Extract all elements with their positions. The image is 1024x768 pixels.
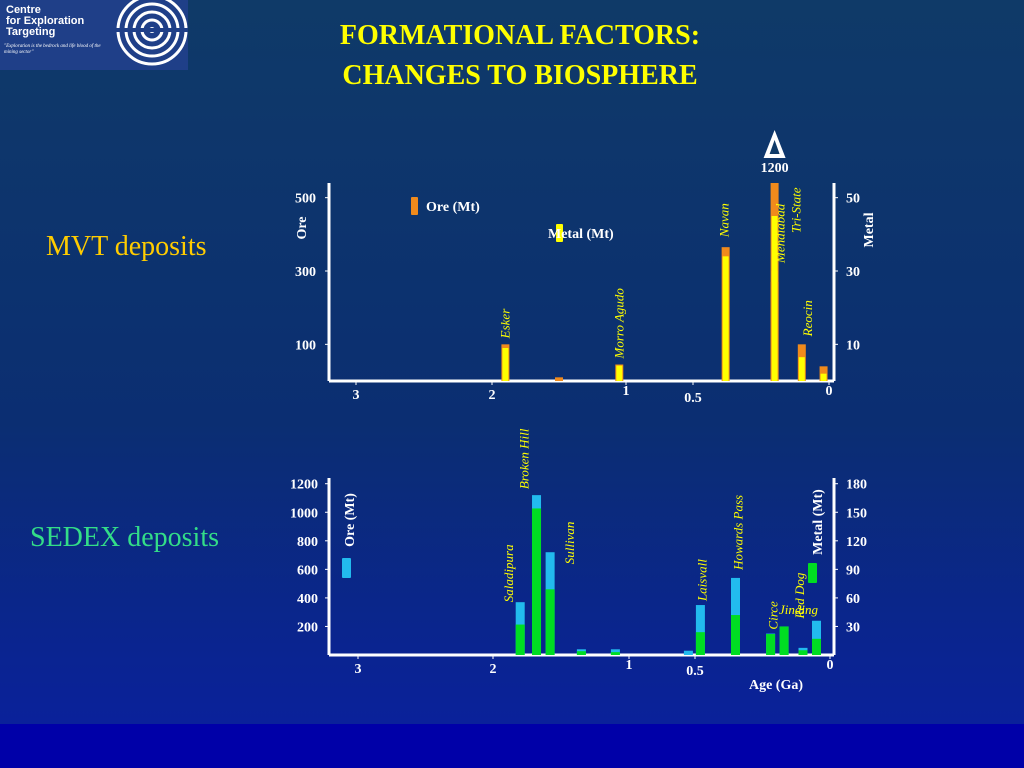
logo: Centre for Exploration Targeting "Explor…	[0, 0, 188, 70]
mvt-legend-swatch-metal	[556, 224, 563, 242]
sedex-deposit-label: Jinding	[779, 602, 818, 617]
sedex-metal-bar	[731, 615, 740, 655]
sedex-left-tick-label: 200	[297, 620, 318, 635]
mvt-right-axis-title: Metal	[862, 212, 877, 247]
mvt-ore-bar	[555, 377, 563, 381]
mvt-right-tick-label: 30	[846, 265, 860, 280]
sedex-legend-swatch-ore	[342, 558, 351, 578]
sedex-deposit-label: Broken Hill	[517, 428, 532, 489]
mvt-x-tick-label: 3	[353, 388, 360, 403]
mvt-x-tick-label: 0	[826, 384, 833, 399]
title-line-2: CHANGES TO BIOSPHERE	[342, 60, 698, 91]
mvt-metal-bar	[771, 271, 778, 381]
sedex-metal-bar	[532, 508, 542, 655]
mvt-legend-swatch-ore	[411, 197, 418, 215]
mvt-deposit-label: Esker	[497, 308, 512, 340]
sedex-left-tick-label: 1200	[290, 478, 318, 493]
sedex-right-axis-title: Metal (Mt)	[811, 489, 826, 555]
sedex-deposit-label: Sullivan	[562, 522, 577, 565]
mvt-x-tick-label: 1	[623, 384, 630, 399]
title-line-1: FORMATIONAL FACTORS:	[339, 20, 701, 51]
mvt-x-tick-label: 0.5	[684, 391, 702, 406]
sedex-metal-bar	[798, 650, 808, 655]
mvt-left-tick-label: 500	[295, 192, 316, 207]
mvt-deposit-label: Reocin	[800, 300, 815, 337]
sedex-x-tick-label: 2	[490, 662, 497, 677]
mvt-metal-bar	[616, 365, 623, 381]
logo-panel: Centre for Exploration Targeting "Explor…	[0, 0, 110, 70]
mvt-left-tick-label: 300	[295, 265, 316, 280]
sedex-deposit-label: Circe	[766, 601, 781, 630]
sedex-legend-swatch-metal	[808, 563, 817, 583]
sedex-deposit-label: Saladipura	[501, 544, 516, 602]
logo-name: Centre for Exploration Targeting	[6, 4, 85, 38]
mvt-deposit-label: Navan	[717, 203, 732, 238]
logo-tagline: "Exploration is the bedrock and life blo…	[4, 44, 101, 55]
sedex-right-tick-label: 30	[846, 620, 860, 635]
sedex-right-tick-label: 120	[846, 535, 867, 550]
mvt-legend-label-ore: Ore (Mt)	[426, 200, 480, 215]
mvt-deposits-label: MVT deposits	[46, 231, 207, 262]
sedex-deposit-label: Red Dog	[792, 572, 807, 619]
sedex-deposit-label: Howards Pass	[731, 495, 746, 571]
sedex-left-tick-label: 800	[297, 535, 318, 550]
sedex-x-tick-label: 3	[355, 662, 362, 677]
sedex-metal-bar	[545, 589, 555, 655]
sedex-x-axis-title: Age (Ga)	[749, 678, 803, 693]
mvt-metal-bar	[798, 357, 805, 381]
sedex-metal-bar	[779, 626, 789, 655]
logo-spiral-icon	[104, 0, 188, 70]
sedex-metal-bar	[812, 638, 821, 655]
sedex-deposits-label: SEDEX deposits	[30, 522, 219, 553]
sedex-right-tick-label: 60	[846, 592, 860, 607]
mvt-x-tick-label: 2	[489, 388, 496, 403]
mvt-deposit-label: Tri-State	[789, 187, 804, 233]
sedex-metal-bar	[610, 652, 620, 655]
sedex-right-tick-label: 90	[846, 563, 860, 578]
sedex-metal-bar	[766, 634, 776, 655]
mvt-right-tick-label: 50	[846, 192, 860, 207]
sedex-x-tick-label: 0	[827, 658, 834, 673]
mvt-metal-bar	[820, 373, 827, 381]
sedex-ore-bar	[683, 650, 693, 655]
mvt-legend-label-metal: Metal (Mt)	[548, 227, 614, 242]
bottom-band	[0, 724, 1024, 768]
mvt-metal-bar	[502, 348, 509, 381]
slide-title: FORMATIONAL FACTORS: CHANGES TO BIOSPHER…	[240, 16, 800, 96]
sedex-deposit-label: Laisvall	[694, 559, 709, 602]
mvt-deposit-label: Mehdiabad	[773, 203, 788, 264]
sedex-ore-bar	[695, 605, 705, 655]
sedex-x-tick-label: 1	[626, 658, 633, 673]
sedex-left-tick-label: 400	[297, 592, 318, 607]
sedex-left-tick-label: 600	[297, 563, 318, 578]
sedex-metal-bar	[576, 651, 586, 655]
break-arrow-inner	[769, 140, 780, 154]
sedex-metal-bar	[515, 624, 525, 655]
mvt-left-tick-label: 100	[295, 338, 316, 353]
sedex-metal-bar	[695, 632, 705, 655]
mvt-left-axis-title: Ore	[295, 216, 310, 239]
sedex-right-tick-label: 150	[846, 506, 867, 521]
mvt-metal-bar	[722, 256, 729, 381]
sedex-left-tick-label: 1000	[290, 506, 318, 521]
sedex-left-axis-title: Ore (Mt)	[343, 493, 358, 547]
mvt-right-tick-label: 10	[846, 338, 860, 353]
sedex-right-tick-label: 180	[846, 478, 867, 493]
mvt-deposit-label: Morro Agudo	[611, 288, 626, 360]
sedex-x-tick-label: 0.5	[686, 664, 704, 679]
sedex-ore-bar	[812, 620, 821, 655]
mvt-break-value: 1200	[761, 161, 789, 176]
